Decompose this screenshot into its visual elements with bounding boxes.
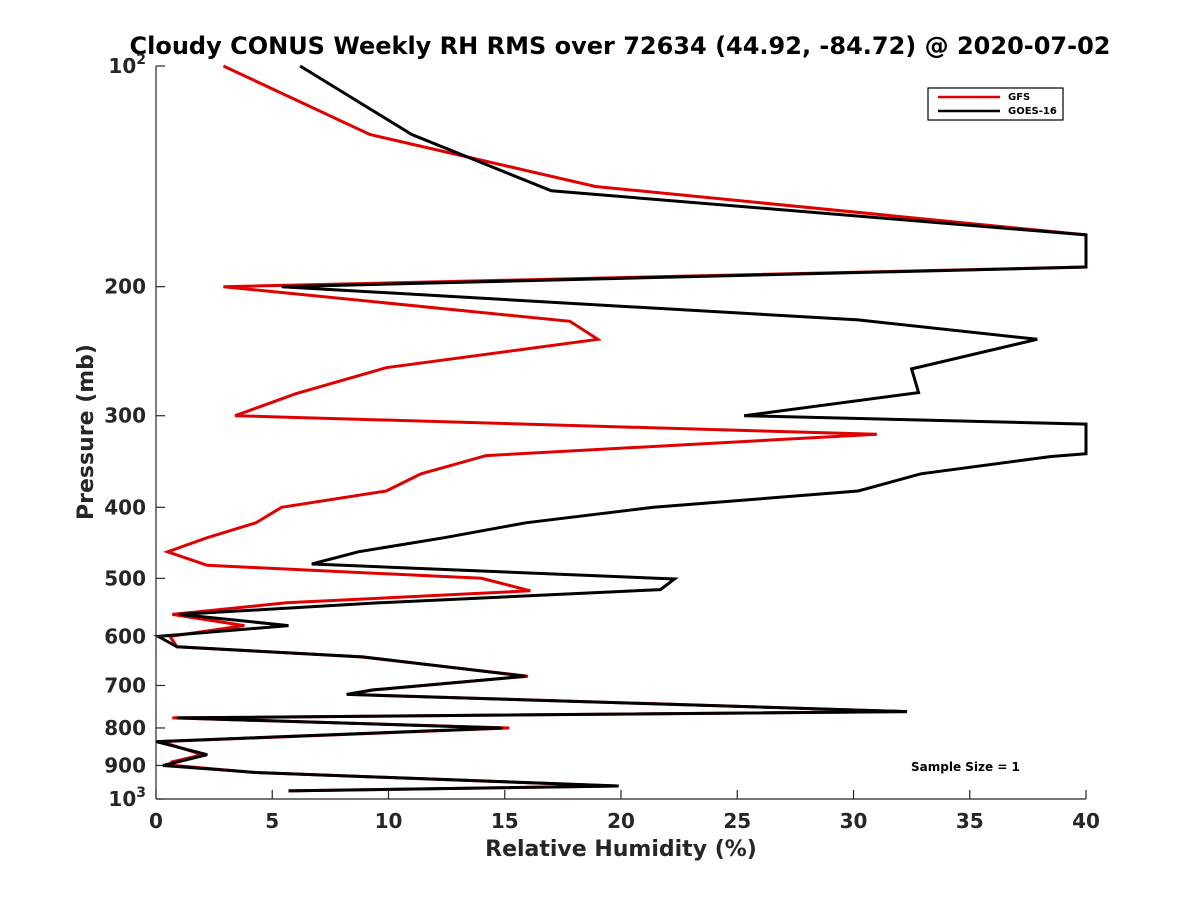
x-tick-group: 0 5 10 15 20 25 30 35 40 [149, 790, 1100, 833]
y-axis-label: Pressure (mb) [74, 344, 99, 520]
y-tick-label: 700 [104, 673, 146, 697]
y-tick-label: 200 [104, 275, 146, 299]
x-tick-label: 25 [723, 809, 751, 833]
legend: GFS GOES-16 [927, 87, 1064, 121]
y-tick-label: 102 [108, 52, 146, 78]
legend-label-goes-16: GOES-16 [1008, 106, 1057, 117]
chart-title: Cloudy CONUS Weekly RH RMS over 72634 (4… [130, 32, 1111, 60]
y-tick-label: 500 [104, 566, 146, 590]
x-tick-label: 10 [375, 809, 403, 833]
x-tick-label: 40 [1072, 809, 1100, 833]
series-line-gfs [160, 64, 1088, 793]
y-tick-label: 800 [104, 716, 146, 740]
series-line-goes-16 [153, 64, 1088, 793]
x-tick-label: 15 [491, 809, 519, 833]
x-axis-label: Relative Humidity (%) [485, 837, 757, 862]
sample-size-annotation: Sample Size = 1 [911, 760, 1020, 774]
x-tick-label: 0 [149, 809, 163, 833]
y-tick-label: 300 [104, 404, 146, 428]
x-tick-label: 30 [840, 809, 868, 833]
y-tick-group: 102 200 300 400 500 600 700 800 900 103 [104, 52, 165, 811]
legend-label-gfs: GFS [1008, 92, 1030, 103]
y-tick-label: 600 [104, 624, 146, 648]
x-tick-label: 35 [956, 809, 984, 833]
y-tick-label: 103 [108, 785, 146, 811]
x-tick-label: 5 [265, 809, 279, 833]
x-tick-label: 20 [607, 809, 635, 833]
legend-box [927, 87, 1064, 121]
series-layer [153, 64, 1088, 793]
y-tick-label: 900 [104, 753, 146, 777]
axes-layer [155, 66, 1086, 800]
y-tick-label: 400 [104, 495, 146, 519]
